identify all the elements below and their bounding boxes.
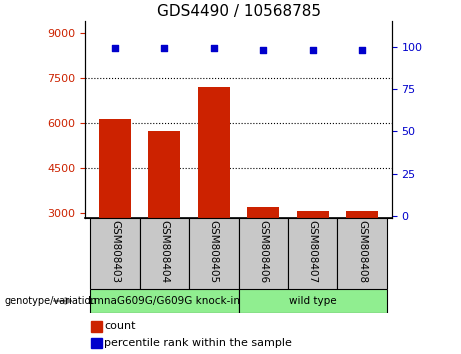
Title: GDS4490 / 10568785: GDS4490 / 10568785	[157, 4, 320, 19]
Text: GSM808405: GSM808405	[209, 220, 219, 283]
Bar	[346, 211, 378, 303]
Text: count: count	[104, 321, 136, 331]
Text: LmnaG609G/G609G knock-in: LmnaG609G/G609G knock-in	[89, 296, 240, 306]
Bar	[148, 131, 180, 303]
Text: wild type: wild type	[289, 296, 337, 306]
FancyBboxPatch shape	[189, 218, 239, 289]
Bar	[91, 338, 102, 348]
Text: genotype/variation: genotype/variation	[5, 296, 97, 306]
Text: GSM808403: GSM808403	[110, 220, 120, 283]
Bar	[297, 211, 329, 303]
FancyBboxPatch shape	[90, 218, 140, 289]
Point	[309, 47, 316, 53]
FancyBboxPatch shape	[239, 218, 288, 289]
Point	[210, 46, 218, 51]
FancyBboxPatch shape	[337, 218, 387, 289]
FancyBboxPatch shape	[288, 218, 337, 289]
FancyBboxPatch shape	[239, 289, 387, 313]
Text: GSM808404: GSM808404	[160, 220, 169, 283]
Bar	[99, 119, 131, 303]
Point	[260, 47, 267, 53]
Bar	[198, 87, 230, 303]
Point	[111, 46, 118, 51]
FancyBboxPatch shape	[90, 289, 239, 313]
Bar	[91, 321, 102, 332]
Text: GSM808408: GSM808408	[357, 220, 367, 283]
Point	[161, 46, 168, 51]
Text: percentile rank within the sample: percentile rank within the sample	[104, 338, 292, 348]
FancyBboxPatch shape	[140, 218, 189, 289]
Text: GSM808407: GSM808407	[308, 220, 318, 283]
Text: GSM808406: GSM808406	[258, 220, 268, 283]
Bar	[247, 207, 279, 303]
Point	[359, 47, 366, 53]
